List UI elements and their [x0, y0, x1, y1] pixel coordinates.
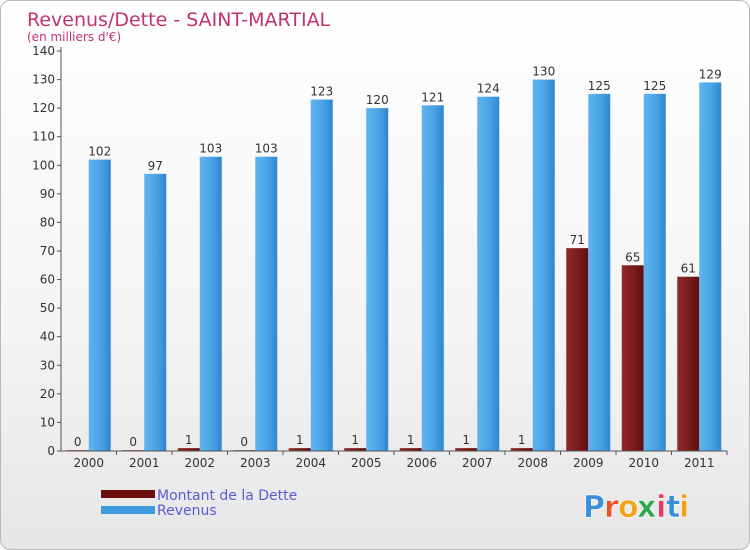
value-label-debt: 71 — [570, 233, 585, 247]
x-tick-label: 2005 — [351, 456, 382, 470]
x-tick-label: 2000 — [73, 456, 104, 470]
x-tick-label: 2001 — [129, 456, 160, 470]
x-tick-label: 2004 — [295, 456, 326, 470]
x-tick-label: 2008 — [517, 456, 548, 470]
x-tick-label: 2003 — [240, 456, 271, 470]
bar-revenus-2000 — [88, 159, 111, 452]
x-tick-label: 2007 — [462, 456, 493, 470]
logo-letter: i — [656, 490, 666, 525]
bar-revenus-2006 — [421, 105, 444, 452]
y-tick-label: 0 — [47, 444, 55, 458]
bar-revenus-2003 — [255, 156, 278, 451]
y-tick-label: 140 — [32, 44, 55, 58]
value-label-revenus: 103 — [255, 142, 278, 156]
y-tick-label: 130 — [32, 73, 55, 87]
bar-debt-2006 — [399, 448, 422, 451]
value-label-debt: 61 — [681, 262, 696, 276]
value-label-debt: 0 — [129, 435, 137, 449]
value-label-debt: 0 — [240, 435, 248, 449]
bar-debt-2009 — [566, 248, 589, 451]
y-tick-label: 120 — [32, 101, 55, 115]
y-tick-label: 100 — [32, 158, 55, 172]
y-tick-label: 110 — [32, 130, 55, 144]
value-label-revenus: 130 — [532, 65, 555, 79]
value-label-revenus: 97 — [148, 159, 163, 173]
value-label-debt: 1 — [185, 433, 193, 447]
y-tick-label: 80 — [40, 215, 55, 229]
legend: Montant de la Dette Revenus — [101, 488, 297, 519]
y-tick-label: 30 — [40, 358, 55, 372]
value-label-revenus: 123 — [310, 85, 333, 99]
value-label-revenus: 120 — [366, 93, 389, 107]
value-label-debt: 1 — [351, 433, 359, 447]
value-label-revenus: 124 — [477, 82, 500, 96]
bar-debt-2008 — [510, 448, 533, 451]
legend-swatch-debt — [101, 490, 155, 498]
bar-revenus-2009 — [588, 93, 611, 451]
bar-revenus-2010 — [643, 93, 666, 451]
bar-revenus-2011 — [699, 82, 722, 451]
value-label-debt: 65 — [625, 250, 640, 264]
bar-revenus-2005 — [366, 108, 389, 452]
value-label-revenus: 121 — [421, 90, 444, 104]
y-tick-label: 40 — [40, 330, 55, 344]
x-axis: 2000 2001 2002 2003 2004 2005 2006 2007 2008 2009… — [61, 450, 728, 470]
logo-letter: r — [604, 490, 619, 525]
bars — [66, 79, 722, 452]
bar-debt-2010 — [621, 265, 644, 451]
value-label-debt: 1 — [296, 433, 304, 447]
x-tick-label: 2006 — [406, 456, 437, 470]
bar-revenus-2004 — [310, 99, 333, 452]
bar-debt-2002 — [177, 448, 200, 451]
value-label-revenus: 125 — [588, 79, 611, 93]
chart-title: Revenus/Dette - SAINT-MARTIAL — [27, 9, 331, 31]
bar-debt-2007 — [455, 448, 478, 451]
bar-debt-2004 — [288, 448, 311, 451]
value-label-revenus: 125 — [643, 79, 666, 93]
value-label-debt: 1 — [407, 433, 415, 447]
logo-letter: i — [679, 490, 689, 525]
value-label-revenus: 129 — [699, 67, 722, 81]
logo-letter: x — [637, 490, 656, 525]
logo-letter: P — [583, 490, 605, 525]
value-label-debt: 0 — [74, 435, 82, 449]
x-tick-label: 2010 — [628, 456, 659, 470]
legend-label-debt: Montant de la Dette — [157, 488, 297, 504]
x-tick-label: 2002 — [184, 456, 215, 470]
y-axis: 0 10 20 30 40 50 60 70 80 90 100 110 120 130 140 — [32, 44, 62, 458]
y-tick-label: 20 — [40, 387, 55, 401]
y-tick-label: 70 — [40, 244, 55, 258]
value-label-revenus: 103 — [199, 142, 222, 156]
bar-revenus-2001 — [144, 173, 167, 451]
x-tick-label: 2011 — [684, 456, 715, 470]
x-tick-label: 2009 — [573, 456, 604, 470]
value-label-revenus: 102 — [88, 145, 111, 159]
y-tick-label: 50 — [40, 301, 55, 315]
legend-label-revenus: Revenus — [157, 503, 217, 519]
value-labels: 0 102 0 97 1 103 0 103 1 123 1 120 1 121 1 124 1 130 71 125… — [74, 65, 722, 450]
bar-revenus-2002 — [199, 156, 222, 451]
value-label-debt: 1 — [518, 433, 526, 447]
y-tick-label: 10 — [40, 415, 55, 429]
logo-letter: o — [618, 490, 639, 525]
y-tick-label: 90 — [40, 187, 55, 201]
logo-letter: t — [666, 490, 680, 525]
value-label-debt: 1 — [462, 433, 470, 447]
bar-revenus-2008 — [532, 79, 555, 452]
legend-swatch-revenus — [101, 506, 155, 514]
y-tick-label: 60 — [40, 273, 55, 287]
bar-debt-2011 — [677, 276, 700, 451]
bar-debt-2005 — [344, 448, 367, 451]
bar-revenus-2007 — [477, 96, 500, 451]
chart-subtitle: (en milliers d'€) — [27, 30, 121, 44]
